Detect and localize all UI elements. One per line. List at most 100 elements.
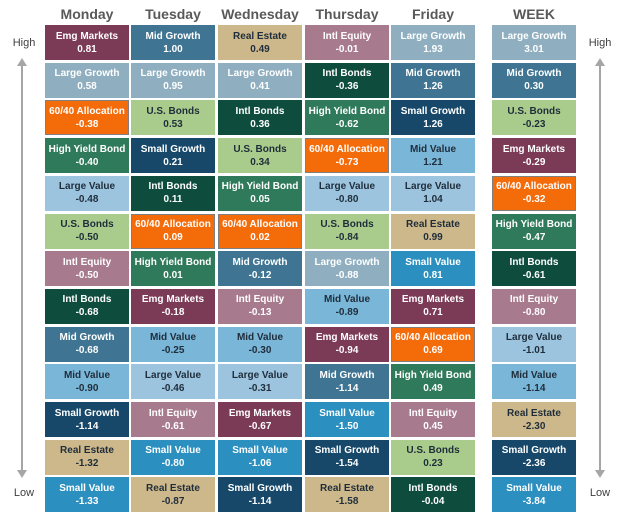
return-value: -0.31: [248, 382, 272, 394]
asset-class-name: High Yield Bond: [221, 181, 299, 193]
cell-wednesday-intl-equity: Intl Equity -0.13: [218, 288, 302, 324]
asset-class-name: Small Growth: [314, 445, 380, 457]
cell-thursday-mid-value: Mid Value -0.89: [305, 288, 389, 324]
cell-week-high-yield-bond: High Yield Bond -0.47: [492, 213, 576, 249]
asset-class-name: 60/40 Allocation: [309, 143, 385, 155]
asset-class-name: Small Value: [232, 445, 288, 457]
asset-class-name: Intl Equity: [148, 407, 198, 419]
return-value: -0.18: [161, 307, 185, 319]
return-value: 0.09: [163, 232, 183, 243]
asset-class-name: High Yield Bond: [48, 143, 126, 155]
asset-class-name: Real Estate: [60, 445, 114, 457]
return-value: 0.21: [163, 156, 183, 168]
return-value: -1.54: [335, 458, 359, 470]
cell-week-emg-markets: Emg Markets -0.29: [492, 138, 576, 174]
cell-tuesday-real-estate: Real Estate -0.87: [131, 477, 215, 513]
cell-tuesday-large-value: Large Value -0.46: [131, 364, 215, 400]
cell-tuesday-60-40-allocation: 60/40 Allocation 0.09: [131, 213, 215, 249]
cell-monday-60-40-allocation: 60/40 Allocation -0.38: [45, 100, 129, 136]
cell-monday-mid-growth: Mid Growth -0.68: [45, 326, 129, 362]
cell-monday-intl-equity: Intl Equity -0.50: [45, 251, 129, 287]
return-value: -2.36: [522, 458, 546, 470]
asset-class-name: Intl Bonds: [509, 256, 559, 268]
asset-class-name: High Yield Bond: [495, 219, 573, 230]
return-value: 0.53: [163, 118, 183, 130]
asset-class-name: 60/40 Allocation: [135, 219, 211, 230]
cell-thursday-intl-equity: Intl Equity -0.01: [305, 25, 389, 60]
cell-monday-high-yield-bond: High Yield Bond -0.40: [45, 138, 129, 174]
asset-class-name: U.S. Bonds: [146, 105, 200, 117]
return-value: 0.81: [423, 269, 443, 281]
cell-monday-mid-value: Mid Value -0.90: [45, 364, 129, 400]
cell-friday-real-estate: Real Estate 0.99: [391, 213, 475, 249]
return-value: -1.33: [75, 495, 99, 507]
return-value: -2.30: [522, 420, 546, 432]
cell-thursday-u-s-bonds: U.S. Bonds -0.84: [305, 213, 389, 249]
cell-wednesday-small-value: Small Value -1.06: [218, 439, 302, 475]
return-value: -1.14: [335, 382, 359, 394]
cell-monday-intl-bonds: Intl Bonds -0.68: [45, 288, 129, 324]
cell-week-large-growth: Large Growth 3.01: [492, 25, 576, 60]
high-label-right: High: [588, 37, 612, 49]
asset-class-name: Small Value: [319, 407, 375, 419]
cell-tuesday-intl-bonds: Intl Bonds 0.11: [131, 175, 215, 211]
cell-tuesday-emg-markets: Emg Markets -0.18: [131, 288, 215, 324]
cell-friday-high-yield-bond: High Yield Bond 0.49: [391, 364, 475, 400]
cell-friday-intl-bonds: Intl Bonds -0.04: [391, 477, 475, 513]
cell-week-mid-growth: Mid Growth 0.30: [492, 62, 576, 98]
cell-wednesday-mid-value: Mid Value -0.30: [218, 326, 302, 362]
return-value: -0.80: [522, 307, 546, 319]
asset-class-name: Large Growth: [501, 30, 567, 42]
cell-wednesday-high-yield-bond: High Yield Bond 0.05: [218, 175, 302, 211]
cell-thursday-60-40-allocation: 60/40 Allocation -0.73: [305, 138, 389, 174]
asset-class-name: Large Growth: [54, 68, 120, 80]
asset-class-name: Intl Bonds: [148, 181, 198, 193]
return-value: 0.71: [423, 307, 443, 319]
cell-friday-emg-markets: Emg Markets 0.71: [391, 288, 475, 324]
return-value: -1.06: [248, 458, 272, 470]
asset-class-name: Small Value: [506, 482, 562, 494]
asset-class-name: Emg Markets: [315, 332, 379, 344]
cell-thursday-intl-bonds: Intl Bonds -0.36: [305, 62, 389, 98]
return-value: -1.50: [335, 420, 359, 432]
cell-week-intl-equity: Intl Equity -0.80: [492, 288, 576, 324]
return-value: -0.47: [522, 232, 546, 243]
cell-tuesday-small-value: Small Value -0.80: [131, 439, 215, 475]
asset-class-name: Mid Value: [323, 294, 371, 306]
asset-class-name: Small Growth: [501, 445, 567, 457]
return-value: -0.80: [335, 194, 359, 206]
cell-wednesday-mid-growth: Mid Growth -0.12: [218, 251, 302, 287]
cell-thursday-small-growth: Small Growth -1.54: [305, 439, 389, 475]
return-value: -0.38: [75, 118, 99, 130]
column-header-wednesday: Wednesday: [221, 6, 299, 22]
asset-class-name: Large Growth: [400, 30, 466, 42]
asset-class-name: Real Estate: [507, 407, 561, 419]
cell-friday-large-value: Large Value 1.04: [391, 175, 475, 211]
cell-tuesday-u-s-bonds: U.S. Bonds 0.53: [131, 100, 215, 136]
return-value: -3.84: [522, 495, 546, 507]
return-value: -0.25: [161, 345, 185, 357]
asset-class-name: U.S. Bonds: [320, 219, 374, 230]
return-value: -0.89: [335, 307, 359, 319]
column-header-tuesday: Tuesday: [145, 6, 201, 22]
cell-friday-large-growth: Large Growth 1.93: [391, 25, 475, 60]
return-value: -0.62: [335, 118, 359, 130]
cell-thursday-high-yield-bond: High Yield Bond -0.62: [305, 100, 389, 136]
asset-class-name: Intl Bonds: [62, 294, 112, 306]
return-value: -0.80: [161, 458, 185, 470]
return-value: 1.26: [423, 81, 443, 93]
asset-class-name: Large Value: [144, 369, 202, 381]
asset-class-name: 60/40 Allocation: [49, 105, 125, 117]
asset-class-name: Mid Value: [63, 369, 111, 381]
cell-tuesday-large-growth: Large Growth 0.95: [131, 62, 215, 98]
return-value: 0.81: [77, 43, 97, 55]
return-value: -0.12: [248, 269, 272, 281]
cell-tuesday-mid-growth: Mid Growth 1.00: [131, 25, 215, 60]
cell-wednesday-u-s-bonds: U.S. Bonds 0.34: [218, 138, 302, 174]
asset-class-name: Large Value: [318, 181, 376, 193]
cell-monday-u-s-bonds: U.S. Bonds -0.50: [45, 213, 129, 249]
asset-class-name: Mid Growth: [59, 332, 115, 344]
asset-class-name: Large Value: [505, 332, 563, 344]
cell-wednesday-large-value: Large Value -0.31: [218, 364, 302, 400]
cell-thursday-small-value: Small Value -1.50: [305, 402, 389, 437]
